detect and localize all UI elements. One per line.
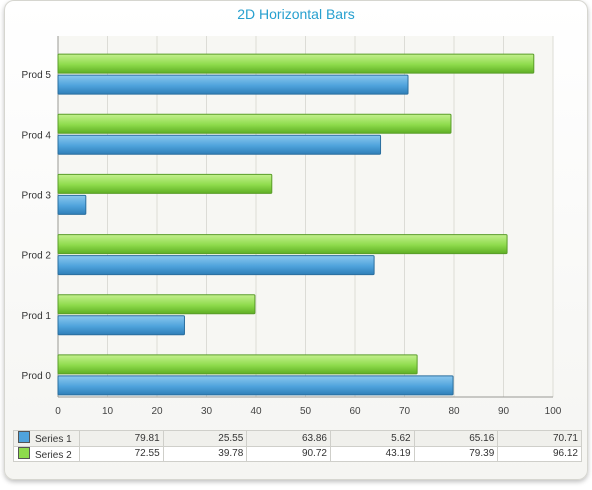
table-cell: 79.81 — [79, 430, 164, 447]
x-tick-label: 80 — [448, 406, 460, 417]
bar-series-2-prod-0 — [57, 354, 418, 375]
chart-title: 2D Horizontal Bars — [237, 6, 355, 22]
bar-series-2-prod-3 — [57, 173, 273, 194]
x-tick-label: 30 — [201, 406, 213, 417]
series-1-key: Series 1 — [13, 430, 80, 447]
table-cell: 70.71 — [497, 430, 582, 447]
x-tick-label: 60 — [349, 406, 361, 417]
table-cell: 39.78 — [162, 445, 248, 462]
x-tick-label: 10 — [102, 406, 114, 417]
x-tick-label: 0 — [55, 406, 61, 417]
bar-series-2-prod-4 — [57, 113, 452, 134]
bar-series-1-prod-2 — [57, 255, 375, 276]
series-2-key: Series 2 — [13, 445, 80, 462]
table-cell: 96.12 — [497, 445, 582, 462]
category-label: Prod 4 — [22, 130, 52, 141]
x-tick-label: 20 — [151, 406, 163, 417]
x-tick-label: 100 — [545, 406, 562, 417]
bar-chart-plot: 0 10 20 30 40 50 60 70 80 90 100 Prod 0 Prod 1 Prod 2… — [22, 36, 562, 417]
table-row: Series 1 79.81 25.55 63.86 5.62 65.16 70… — [13, 430, 582, 447]
category-label: Prod 3 — [22, 190, 52, 201]
table-row: Series 2 72.55 39.78 90.72 43.19 79.39 9… — [13, 445, 582, 462]
bar-series-2-prod-2 — [57, 234, 508, 255]
series-1-label: Series 1 — [35, 434, 72, 446]
category-label: Prod 2 — [22, 251, 52, 262]
bar-series-1-prod-1 — [57, 315, 185, 336]
category-label: Prod 0 — [22, 371, 52, 382]
series-1-swatch — [18, 431, 30, 444]
table-cell: 25.55 — [162, 430, 248, 447]
table-cell: 90.72 — [246, 445, 331, 462]
table-cell: 79.39 — [413, 445, 499, 462]
category-label: Prod 1 — [22, 311, 52, 322]
table-cell: 63.86 — [246, 430, 331, 447]
table-cell: 5.62 — [329, 430, 415, 447]
bar-series-1-prod-0 — [57, 375, 454, 396]
bar-series-2-prod-1 — [57, 294, 256, 315]
x-tick-label: 70 — [399, 406, 411, 417]
category-label: Prod 5 — [22, 70, 52, 81]
bar-series-1-prod-5 — [57, 74, 409, 95]
series-2-label: Series 2 — [35, 449, 72, 461]
x-tick-label: 50 — [300, 406, 312, 417]
bar-series-2-prod-5 — [57, 53, 535, 74]
bar-series-1-prod-3 — [57, 194, 87, 215]
bar-series-1-prod-4 — [57, 134, 382, 155]
series-2-swatch — [18, 446, 30, 459]
x-tick-label: 90 — [498, 406, 510, 417]
data-table: Series 1 79.81 25.55 63.86 5.62 65.16 70… — [13, 430, 582, 462]
table-cell: 65.16 — [413, 430, 499, 447]
x-tick-label: 40 — [250, 406, 262, 417]
table-cell: 43.19 — [329, 445, 415, 462]
table-cell: 72.55 — [79, 445, 164, 462]
